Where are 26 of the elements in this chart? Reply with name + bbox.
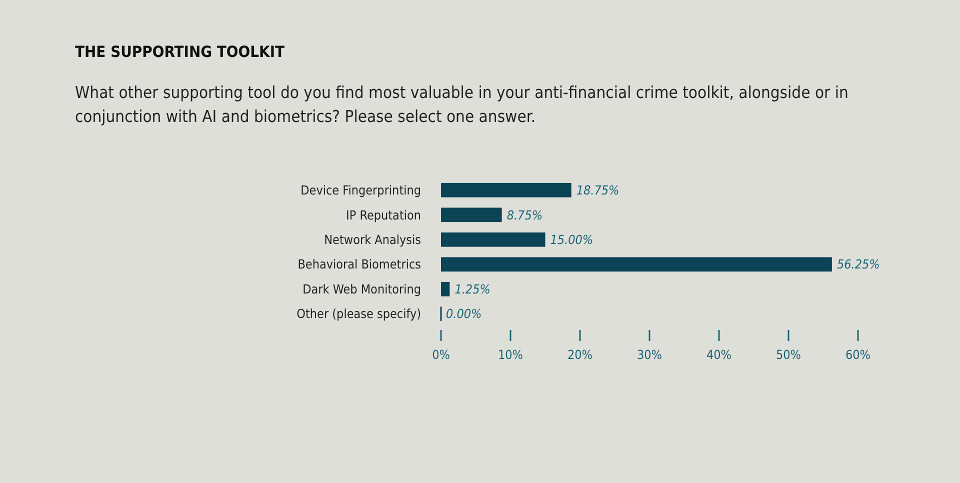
x-tick-label: 60% [846, 347, 871, 362]
data-label: 56.25% [836, 256, 880, 272]
x-tick-label: 50% [776, 347, 802, 362]
x-tick-label: 0% [432, 347, 450, 362]
x-tick-label: 30% [637, 347, 662, 362]
text: THE SUPPORTING TOOLKIT [75, 43, 286, 61]
y-tick-label: IP Reputation [346, 207, 421, 222]
y-tick-label: Other (please specify) [296, 306, 421, 322]
bar [441, 257, 832, 272]
x-tick-label: 10% [498, 347, 524, 362]
data-label: 18.75% [576, 182, 620, 198]
y-tick-label: Network Analysis [324, 232, 422, 247]
bar [441, 232, 546, 247]
x-tick-label: 40% [706, 347, 732, 362]
y-tick-label: Device Fingerprinting [300, 182, 421, 198]
bar [441, 282, 450, 296]
data-label: 0.00% [446, 306, 482, 322]
x-tick-label: 20% [568, 347, 593, 362]
bar [441, 182, 572, 198]
data-label: 8.75% [506, 207, 543, 222]
data-label: 1.25% [454, 282, 490, 296]
bar [441, 208, 502, 222]
y-tick-label: Behavioral Biometrics [298, 256, 422, 272]
data-label: 15.00% [550, 232, 594, 247]
chart-subtitle: What other supporting tool do you find most valuable in your anti-financial crime toolkit, alongside or in conjunction with AI and biometrics? Please select one answer. [75, 83, 848, 126]
y-tick-label: Dark Web Monitoring [302, 282, 421, 296]
